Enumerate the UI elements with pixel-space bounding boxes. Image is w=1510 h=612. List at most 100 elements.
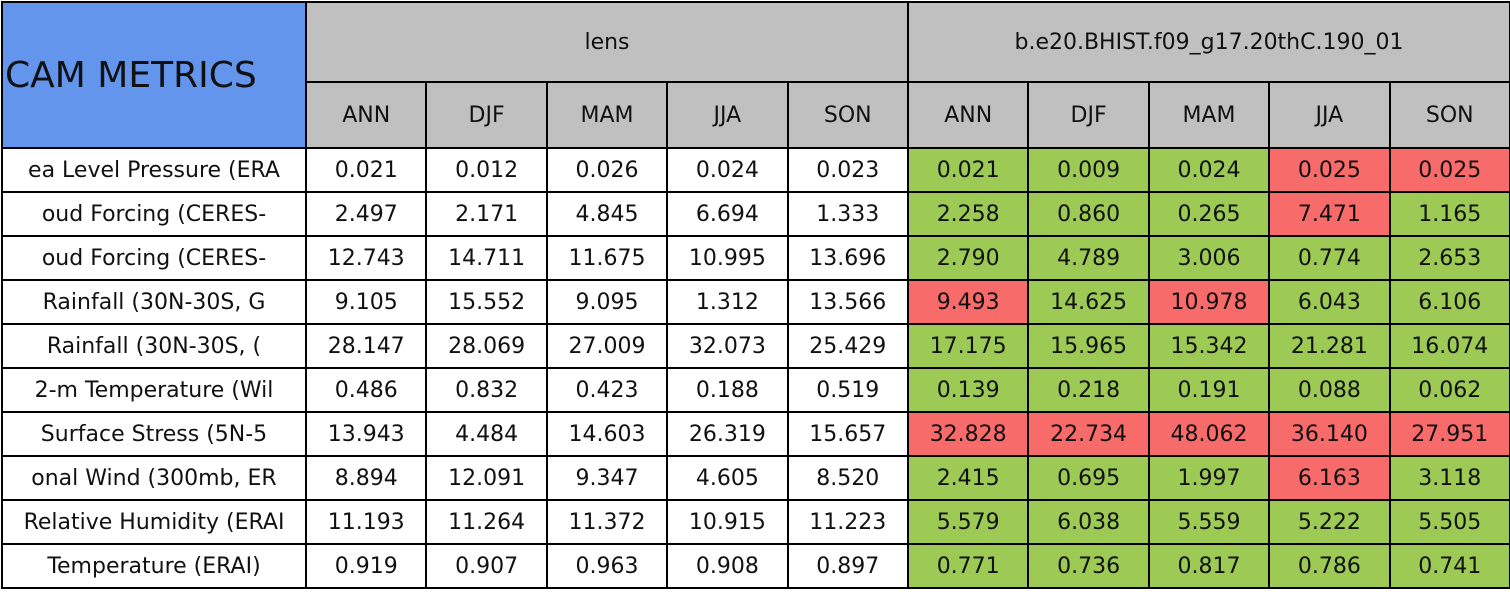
bhist-value: 0.695 [1027, 455, 1150, 501]
bhist-value: 0.774 [1268, 235, 1391, 281]
lens-value: 4.605 [666, 455, 789, 501]
data-row: oud Forcing (CERES- 2.497 2.171 4.845 6.694 1… [1, 191, 1510, 237]
row-label: oud Forcing (CERES- [1, 235, 307, 281]
lens-value: 0.963 [545, 543, 669, 589]
group-header: lens [305, 1, 909, 83]
bhist-value: 5.505 [1388, 499, 1510, 545]
lens-value: 0.897 [786, 543, 909, 589]
lens-value: 8.894 [304, 455, 428, 501]
bhist-value: 9.493 [906, 279, 1030, 325]
bhist-value: 0.024 [1147, 147, 1271, 193]
lens-value: 13.943 [304, 411, 428, 457]
lens-value: 0.023 [786, 147, 909, 193]
bhist-value: 0.860 [1027, 191, 1150, 237]
lens-value: 9.095 [545, 279, 669, 325]
bhist-value: 0.218 [1027, 367, 1150, 413]
bhist-value: 6.163 [1268, 455, 1391, 501]
lens-value: 13.696 [786, 235, 909, 281]
lens-value: 2.497 [304, 191, 428, 237]
bhist-value: 15.965 [1027, 323, 1150, 369]
lens-value: 9.347 [545, 455, 669, 501]
lens-value: 8.520 [786, 455, 909, 501]
data-row: 2-m Temperature (Wil 0.486 0.832 0.423 0.188… [1, 367, 1510, 413]
lens-value: 0.188 [666, 367, 789, 413]
lens-value: 11.675 [545, 235, 669, 281]
bhist-value: 27.951 [1388, 411, 1510, 457]
data-row: oud Forcing (CERES- 12.743 14.711 11.675 10.… [1, 235, 1510, 281]
data-row: Temperature (ERAI) 0.919 0.907 0.963 0.908 0.… [1, 543, 1510, 589]
lens-value: 0.024 [666, 147, 789, 193]
bhist-value: 2.653 [1388, 235, 1510, 281]
season-header: MAM [545, 81, 669, 149]
lens-value: 12.743 [304, 235, 428, 281]
bhist-value: 0.771 [906, 543, 1030, 589]
metrics-table: CAM METRICS lens b.e20.BHIST.f09_g17.20thC… [1, 1, 1510, 589]
bhist-value: 6.106 [1388, 279, 1510, 325]
row-label: Rainfall (30N-30S, G [1, 279, 307, 325]
season-header: SON [1388, 81, 1510, 149]
row-label: Rainfall (30N-30S, ( [1, 323, 307, 369]
row-label: oud Forcing (CERES- [1, 191, 307, 237]
lens-value: 13.566 [786, 279, 909, 325]
season-header: ANN [906, 81, 1030, 149]
lens-value: 11.223 [786, 499, 909, 545]
bhist-value: 3.006 [1147, 235, 1271, 281]
season-header: MAM [1147, 81, 1271, 149]
lens-value: 4.845 [545, 191, 669, 237]
bhist-value: 0.736 [1027, 543, 1150, 589]
bhist-value: 4.789 [1027, 235, 1150, 281]
bhist-value: 48.062 [1147, 411, 1271, 457]
bhist-value: 0.062 [1388, 367, 1510, 413]
bhist-value: 36.140 [1268, 411, 1391, 457]
group-header: b.e20.BHIST.f09_g17.20thC.190_01 [906, 1, 1510, 83]
bhist-value: 0.139 [906, 367, 1030, 413]
data-row: Rainfall (30N-30S, G 9.105 15.552 9.095 1.31… [1, 279, 1510, 325]
lens-value: 0.832 [425, 367, 548, 413]
lens-value: 11.372 [545, 499, 669, 545]
lens-value: 15.657 [786, 411, 909, 457]
lens-value: 1.312 [666, 279, 789, 325]
lens-value: 1.333 [786, 191, 909, 237]
bhist-value: 0.009 [1027, 147, 1150, 193]
data-row: Relative Humidity (ERAI 11.193 11.264 11.37… [1, 499, 1510, 545]
lens-value: 28.147 [304, 323, 428, 369]
season-row: ANN DJF MAM JJA SON ANN DJF MAM JJA SON [2, 81, 1510, 149]
lens-value: 12.091 [425, 455, 548, 501]
lens-value: 14.603 [545, 411, 669, 457]
season-header: ANN [304, 81, 428, 149]
season-header: DJF [425, 81, 548, 149]
bhist-value: 16.074 [1388, 323, 1510, 369]
bhist-value: 5.222 [1268, 499, 1391, 545]
lens-value: 15.552 [425, 279, 548, 325]
bhist-value: 2.415 [906, 455, 1030, 501]
bhist-value: 0.786 [1268, 543, 1391, 589]
bhist-value: 0.191 [1147, 367, 1271, 413]
lens-value: 0.423 [545, 367, 669, 413]
season-header: SON [786, 81, 909, 149]
bhist-value: 0.817 [1147, 543, 1271, 589]
row-label: Temperature (ERAI) [1, 543, 307, 589]
bhist-value: 6.043 [1268, 279, 1391, 325]
table-title: CAM METRICS [1, 1, 307, 149]
lens-value: 0.026 [545, 147, 669, 193]
lens-value: 2.171 [425, 191, 548, 237]
bhist-value: 0.025 [1388, 147, 1510, 193]
lens-value: 28.069 [425, 323, 548, 369]
bhist-value: 0.025 [1268, 147, 1391, 193]
bhist-value: 32.828 [906, 411, 1030, 457]
season-header: JJA [666, 81, 789, 149]
lens-value: 27.009 [545, 323, 669, 369]
bhist-value: 3.118 [1388, 455, 1510, 501]
season-header: JJA [1268, 81, 1391, 149]
lens-value: 4.484 [425, 411, 548, 457]
bhist-value: 6.038 [1027, 499, 1150, 545]
lens-value: 0.519 [786, 367, 909, 413]
bhist-value: 22.734 [1027, 411, 1150, 457]
header-row: CAM METRICS lens b.e20.BHIST.f09_g17.20thC… [1, 1, 1510, 149]
lens-value: 0.908 [666, 543, 789, 589]
bhist-value: 5.559 [1147, 499, 1271, 545]
bhist-value: 14.625 [1027, 279, 1150, 325]
bhist-value: 2.790 [906, 235, 1030, 281]
bhist-value: 21.281 [1268, 323, 1391, 369]
